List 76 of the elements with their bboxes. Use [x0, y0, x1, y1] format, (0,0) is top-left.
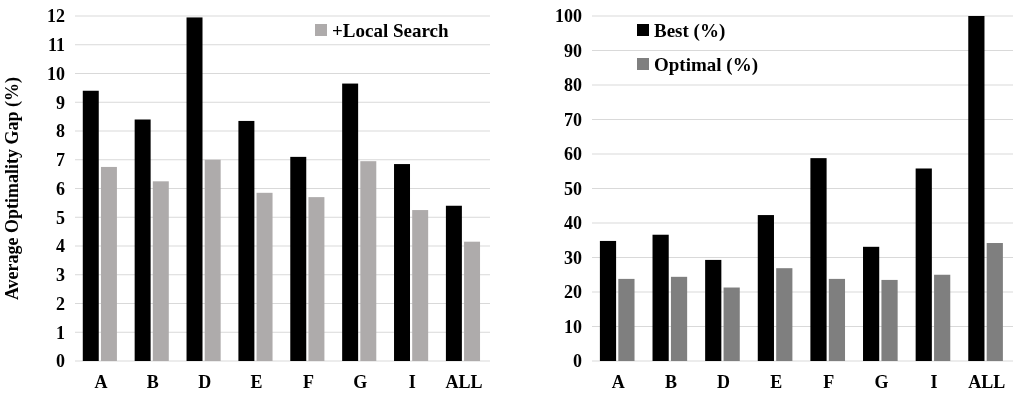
bar	[723, 287, 740, 361]
x-tick-label: A	[611, 372, 625, 392]
x-tick-label: ALL	[445, 372, 483, 392]
bar	[757, 215, 774, 361]
y-axis-title: Average Optimality Gap (%)	[2, 76, 23, 301]
y-tick-label: 11	[47, 35, 65, 56]
bar	[152, 181, 169, 361]
bar	[134, 119, 151, 361]
legend-label: Optimal (%)	[654, 53, 758, 76]
bar	[934, 274, 951, 361]
x-tick-label: F	[823, 372, 835, 392]
y-tick-label: 1	[56, 322, 65, 343]
bar	[599, 240, 617, 361]
y-tick-label: 9	[56, 92, 65, 113]
bar	[776, 268, 793, 361]
y-tick-label: 0	[56, 351, 65, 372]
y-tick-label: 20	[564, 282, 582, 303]
bar	[100, 166, 117, 361]
x-tick-label: F	[302, 372, 314, 392]
y-tick-label: 70	[564, 109, 582, 130]
y-tick-label: 10	[564, 316, 582, 337]
bar	[670, 276, 688, 361]
legend-label: +Local Search	[332, 19, 449, 41]
x-tick-label: E	[250, 372, 263, 392]
y-tick-label: 40	[564, 213, 582, 234]
bar	[186, 17, 203, 361]
bar	[464, 241, 481, 361]
bar	[412, 210, 429, 361]
x-tick-label: B	[146, 372, 159, 392]
bar	[290, 156, 307, 361]
x-tick-label: A	[94, 372, 108, 392]
bar	[256, 192, 273, 361]
y-tick-label: 5	[56, 207, 65, 228]
bar	[828, 278, 846, 361]
bar	[308, 197, 325, 361]
x-tick-label: I	[408, 372, 416, 392]
y-tick-label: 50	[564, 178, 582, 199]
y-tick-label: 30	[564, 247, 582, 268]
y-tick-label: 100	[555, 6, 582, 27]
bar	[445, 205, 462, 361]
y-tick-label: 7	[56, 150, 65, 171]
y-tick-label: 90	[564, 40, 582, 61]
bar	[986, 243, 1003, 361]
y-tick-label: 2	[56, 293, 65, 314]
y-tick-label: 4	[56, 236, 65, 257]
y-tick-label: 6	[56, 178, 65, 199]
y-tick-label: 3	[56, 265, 65, 286]
x-tick-label: D	[717, 372, 731, 392]
bar	[394, 164, 411, 361]
bar	[705, 259, 722, 361]
x-tick-label: I	[930, 372, 938, 392]
x-tick-label: ALL	[968, 372, 1006, 392]
bar	[863, 246, 880, 361]
y-tick-label: 12	[47, 6, 65, 27]
y-tick-label: 0	[573, 351, 582, 372]
bar	[360, 161, 377, 361]
bar	[618, 278, 635, 361]
bar	[204, 159, 221, 361]
y-tick-label: 10	[47, 63, 65, 84]
x-tick-label: B	[664, 372, 677, 392]
x-tick-label: E	[770, 372, 783, 392]
bar	[82, 90, 99, 361]
y-tick-label: 60	[564, 144, 582, 165]
y-tick-label: 8	[56, 121, 65, 142]
bar	[810, 158, 827, 361]
bar	[652, 234, 669, 361]
bar	[238, 120, 255, 361]
x-tick-label: G	[353, 372, 368, 392]
legend-label: Best (%)	[654, 19, 726, 42]
x-tick-label: G	[874, 372, 889, 392]
bar	[915, 168, 932, 361]
x-tick-label: D	[198, 372, 212, 392]
y-tick-label: 80	[564, 75, 582, 96]
bar	[342, 83, 359, 361]
bar	[881, 279, 898, 361]
bar	[968, 16, 985, 361]
